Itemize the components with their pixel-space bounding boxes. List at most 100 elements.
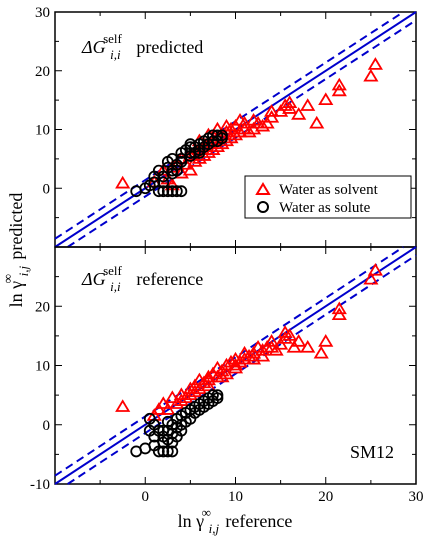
top-solvent-point: [367, 57, 383, 70]
legend: Water as solvent Water as solute: [244, 175, 412, 219]
top-solute-series: [130, 129, 228, 198]
bottom-label-tail: reference: [136, 269, 203, 289]
top-solute-point: [216, 129, 228, 142]
legend-label-solute: Water as solute: [279, 200, 371, 216]
bottom-panel-label: ΔG i,i self reference: [81, 259, 203, 295]
top-solvent-point: [363, 68, 379, 82]
top-solute-point: [148, 176, 161, 189]
bottom-solvent-point: [318, 334, 334, 347]
top-solvent-point: [182, 162, 198, 176]
top-solute-point: [166, 185, 179, 198]
bottom-solvent-point: [331, 301, 347, 315]
x-tick-label: 0: [142, 489, 150, 505]
top-solvent-point: [282, 95, 298, 108]
top-solvent-point: [232, 112, 248, 126]
legend-triangle-marker: [255, 182, 271, 195]
x-tick-label: 30: [409, 489, 424, 505]
bottom-solute-point: [161, 445, 174, 458]
x-axis-title: ln γ i,j ∞ reference: [178, 501, 293, 537]
top-solute-point: [193, 147, 206, 159]
y-title-sup: ∞: [0, 274, 15, 283]
top-solute-point: [152, 185, 165, 198]
top-solvent-point: [291, 107, 307, 120]
top-ticks: 0 10 20 30: [35, 5, 417, 248]
bottom-solute-point: [161, 415, 174, 428]
bottom-solvent-point: [367, 262, 383, 276]
bottom-solvent-point: [236, 351, 253, 365]
bottom-solvent-point: [254, 348, 271, 362]
legend-box: [244, 175, 412, 219]
bottom-solvent-point: [331, 307, 347, 321]
y-title-tail: predicted: [6, 193, 26, 260]
bottom-ytick-label: -10: [30, 477, 50, 493]
bottom-solvent-point: [227, 360, 244, 374]
top-solvent-point: [173, 165, 189, 179]
bottom-solvent-point: [214, 369, 230, 383]
bottom-solvent-point: [227, 357, 244, 371]
x-tick-label: 10: [228, 489, 243, 505]
bottom-solvent-point: [254, 342, 271, 356]
x-title-sup: ∞: [202, 505, 211, 520]
y-title-sub: i,j: [16, 266, 31, 277]
bottom-solvent-point: [286, 339, 302, 353]
bottom-label-sup: self: [103, 263, 122, 278]
bottom-ticks: -10 0 10 20: [30, 246, 417, 493]
bottom-solvent-series: [115, 262, 383, 421]
bottom-solute-point: [170, 421, 183, 434]
bottom-ytick-label: 10: [35, 359, 50, 375]
top-solvent-point: [318, 92, 334, 106]
x-title-sub: i,j: [209, 521, 220, 536]
top-offset-line-upper: [54, 11, 404, 240]
top-solvent-point: [223, 121, 239, 135]
top-solvent-point: [245, 112, 262, 126]
top-solvent-point: [331, 77, 347, 91]
bottom-solvent-point: [169, 396, 185, 409]
top-label-sub: i,i: [110, 47, 121, 62]
bottom-ytick-label: 0: [43, 418, 51, 434]
bottom-solvent-point: [187, 384, 203, 398]
bottom-solvent-point: [268, 342, 284, 356]
x-tick-label: 20: [318, 489, 333, 505]
bottom-solvent-point: [300, 339, 316, 353]
bottom-offset-line-upper: [54, 246, 404, 477]
bottom-ytick-label: 20: [35, 299, 50, 315]
bottom-solvent-point: [245, 351, 262, 365]
bottom-solvent-point: [313, 345, 329, 359]
top-solute-point: [175, 155, 188, 168]
top-solvent-point: [241, 124, 257, 138]
bottom-solvent-point: [155, 396, 171, 409]
bottom-solvent-point: [282, 328, 298, 341]
bottom-solvent-point: [200, 372, 217, 386]
bottom-solvent-point: [273, 337, 289, 350]
bottom-solvent-point: [115, 399, 131, 412]
bottom-solvent-point: [264, 334, 280, 347]
top-offset-line-lower: [67, 19, 417, 248]
top-solute-point: [170, 164, 183, 177]
bottom-solvent-point: [232, 354, 248, 368]
top-solute-point: [157, 176, 170, 189]
bottom-solvent-point: [151, 402, 167, 415]
top-label-main: ΔG: [81, 37, 106, 57]
top-solvent-point: [232, 124, 248, 138]
top-label-tail: predicted: [136, 37, 203, 57]
top-ytick-label: 30: [35, 5, 50, 21]
y-axis-title: ln γ i,j ∞ predicted: [0, 193, 32, 308]
top-solute-point: [157, 185, 170, 198]
x-title-main: ln γ: [178, 511, 205, 531]
top-solvent-point: [236, 115, 253, 129]
top-solvent-series: [115, 57, 383, 191]
bottom-solute-series: [130, 389, 224, 458]
sm12-label: SM12: [350, 442, 394, 462]
top-ytick-label: 20: [35, 64, 50, 80]
bottom-solute-point: [166, 445, 179, 458]
bottom-label-sub: i,i: [110, 279, 121, 294]
bottom-solvent-point: [173, 393, 189, 406]
top-label-sup: self: [103, 31, 122, 46]
top-solvent-point: [115, 175, 131, 189]
bottom-solvent-point: [277, 331, 293, 344]
legend-label-solvent: Water as solvent: [279, 182, 379, 198]
top-solvent-point: [155, 162, 171, 176]
bottom-solute-point: [211, 389, 224, 402]
bottom-solvent-point: [200, 378, 217, 392]
